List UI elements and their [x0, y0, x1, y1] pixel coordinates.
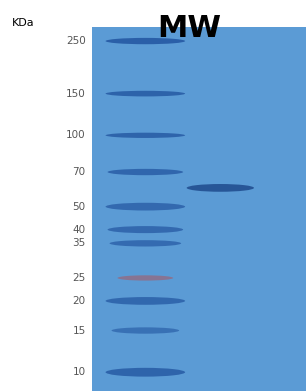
Ellipse shape — [108, 169, 183, 175]
Ellipse shape — [106, 368, 185, 377]
Text: 150: 150 — [66, 89, 86, 99]
Ellipse shape — [106, 297, 185, 305]
Text: 250: 250 — [66, 36, 86, 46]
Ellipse shape — [111, 327, 179, 334]
Ellipse shape — [106, 38, 185, 44]
Text: 10: 10 — [73, 367, 86, 377]
Text: 35: 35 — [73, 239, 86, 248]
Text: MW: MW — [158, 14, 222, 43]
Ellipse shape — [187, 184, 254, 192]
Text: 70: 70 — [73, 167, 86, 177]
Ellipse shape — [106, 91, 185, 97]
Ellipse shape — [106, 133, 185, 138]
Text: 25: 25 — [73, 273, 86, 283]
Text: 20: 20 — [73, 296, 86, 306]
FancyBboxPatch shape — [92, 27, 306, 391]
Ellipse shape — [108, 226, 183, 233]
Text: KDa: KDa — [12, 18, 35, 28]
Ellipse shape — [106, 203, 185, 210]
Text: 40: 40 — [73, 224, 86, 235]
Ellipse shape — [118, 275, 173, 281]
Text: 100: 100 — [66, 130, 86, 140]
Text: 50: 50 — [73, 202, 86, 212]
Ellipse shape — [110, 240, 181, 246]
Text: 15: 15 — [73, 326, 86, 335]
